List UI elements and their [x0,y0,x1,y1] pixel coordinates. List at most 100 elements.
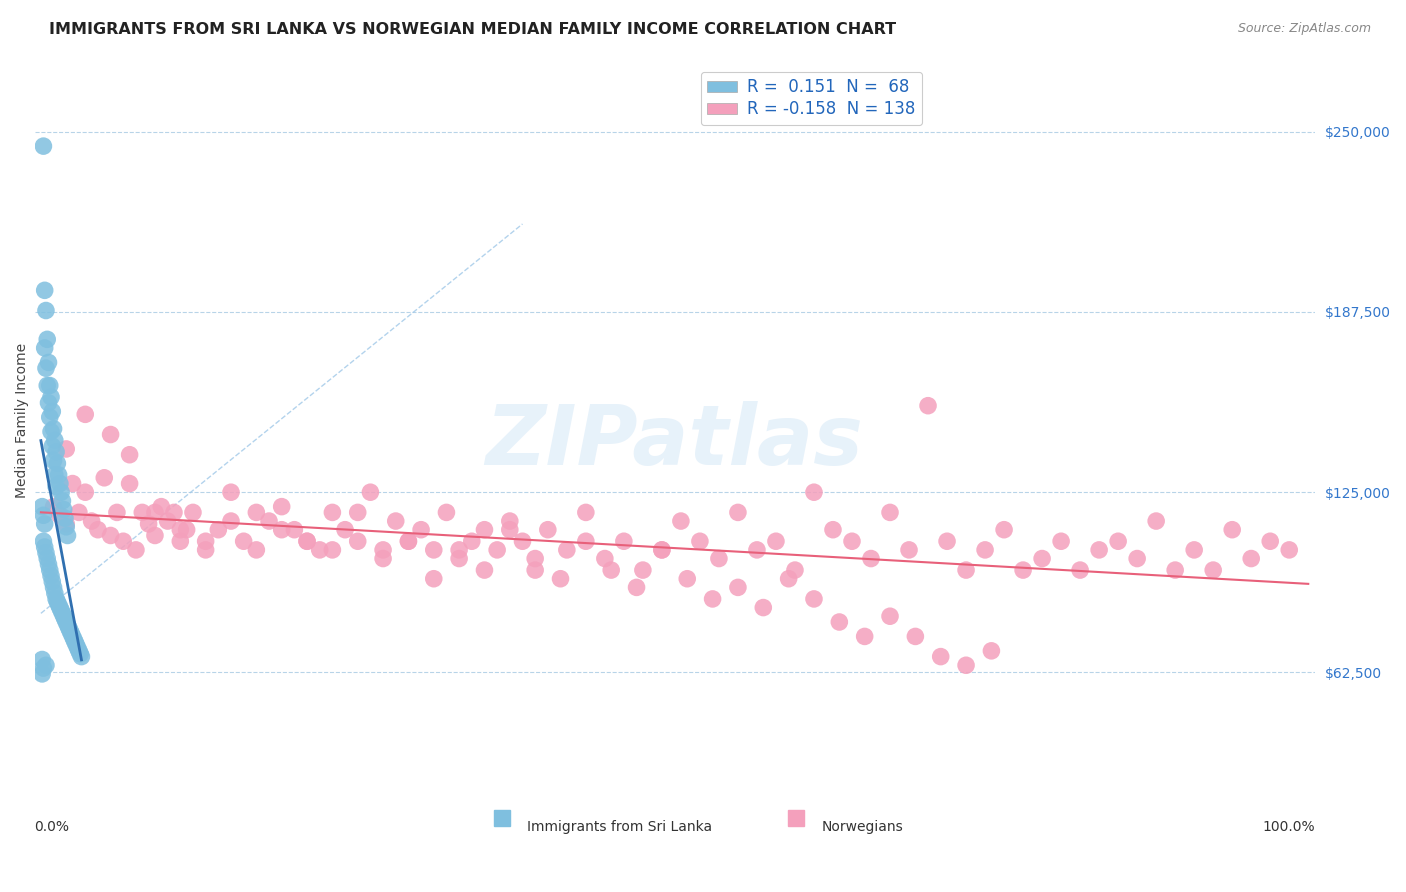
Point [929,649,952,664]
Point [87,523,110,537]
Point [56,528,79,542]
Point [702,591,724,606]
Point [936,534,959,549]
Point [778,572,800,586]
Point [48,598,70,612]
Point [35,546,58,560]
Text: ZIPatlas: ZIPatlas [485,401,863,483]
Point [143,528,166,542]
Point [181,505,204,519]
Point [45,591,67,606]
Point [32,661,55,675]
Point [38,410,60,425]
Point [879,505,901,519]
Point [537,523,560,537]
Point [58,621,80,635]
Text: Immigrants from Sri Lanka: Immigrants from Sri Lanka [527,821,713,834]
Point [69,647,91,661]
Point [321,505,343,519]
Point [245,505,267,519]
Point [53,612,76,626]
Point [194,534,217,549]
Point [49,476,72,491]
Point [321,542,343,557]
Point [1202,563,1225,577]
Point [38,378,60,392]
Point [48,467,70,482]
Point [150,500,173,514]
Point [39,425,62,439]
Point [474,563,496,577]
Point [42,422,65,436]
Point [295,534,318,549]
Point [143,505,166,519]
Point [904,629,927,643]
Point [1069,563,1091,577]
Point [52,502,75,516]
Point [550,572,572,586]
Point [689,534,711,549]
Point [993,523,1015,537]
Point [32,139,55,153]
Point [62,476,84,491]
Point [169,534,191,549]
Point [707,551,730,566]
Point [333,523,356,537]
Point [499,514,522,528]
Point [34,341,56,355]
Point [346,505,368,519]
Point [45,479,67,493]
Point [449,542,471,557]
Point [131,505,153,519]
Point [600,563,623,577]
Point [917,399,939,413]
Point [593,551,616,566]
Point [898,542,921,557]
Point [955,658,977,673]
Point [63,632,86,647]
Text: IMMIGRANTS FROM SRI LANKA VS NORWEGIAN MEDIAN FAMILY INCOME CORRELATION CHART: IMMIGRANTS FROM SRI LANKA VS NORWEGIAN M… [49,22,897,37]
Point [51,603,73,617]
Point [423,572,446,586]
Point [75,408,97,422]
Point [474,523,496,537]
Point [65,638,87,652]
Point [486,542,509,557]
Point [1050,534,1073,549]
Point [232,534,254,549]
Point [37,558,59,572]
Point [39,569,62,583]
Point [55,442,77,456]
Point [41,574,63,589]
Point [270,500,292,514]
Point [34,283,56,297]
Point [35,361,58,376]
Point [38,563,60,577]
Point [841,534,863,549]
Text: 100.0%: 100.0% [1263,821,1315,834]
Point [676,572,699,586]
Point [194,542,217,557]
Point [1012,563,1035,577]
Point [1182,542,1205,557]
Point [44,467,66,482]
Point [70,649,93,664]
Point [955,563,977,577]
Point [359,485,381,500]
Point [879,609,901,624]
Point [163,505,186,519]
Point [55,615,77,629]
Point [219,514,242,528]
Point [499,523,522,537]
Point [118,448,141,462]
Legend: R =  0.151  N =  68, R = -0.158  N = 138: R = 0.151 N = 68, R = -0.158 N = 138 [700,71,922,125]
Point [765,534,787,549]
Point [1164,563,1187,577]
Point [34,516,56,531]
Point [62,629,84,643]
Point [46,595,69,609]
Point [626,581,648,595]
Point [112,534,135,549]
Point [555,542,578,557]
Point [56,618,79,632]
